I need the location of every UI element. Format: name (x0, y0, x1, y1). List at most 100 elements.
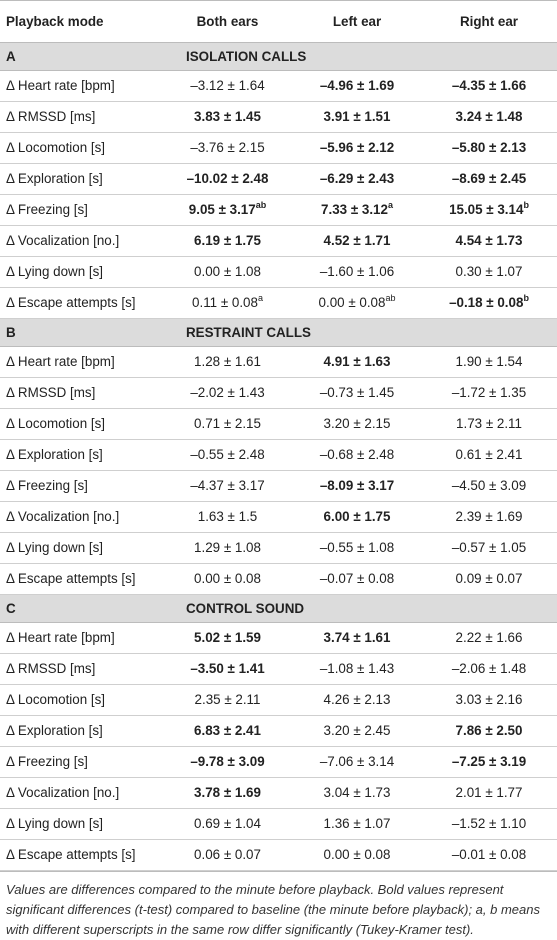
value-cell: 1.36 ± 1.07 (293, 808, 421, 840)
value-cell: –0.73 ± 1.45 (293, 377, 421, 409)
value-cell: –6.29 ± 2.43 (293, 163, 421, 195)
cell-value: 3.24 ± 1.48 (455, 109, 523, 124)
cell-value: 0.11 ± 0.08 (192, 295, 258, 310)
cell-value: 6.83 ± 2.41 (194, 723, 261, 738)
value-cell: –0.01 ± 0.08 (421, 839, 557, 871)
value-cell: 3.20 ± 2.45 (293, 715, 421, 747)
value-cell: 3.03 ± 2.16 (421, 684, 557, 716)
row-label: Δ Escape attempts [s] (0, 563, 162, 595)
cell-value: –0.18 ± 0.08 (449, 295, 524, 310)
row-label: Δ Freezing [s] (0, 194, 162, 226)
table-row: Δ Heart rate [bpm] –3.12 ± 1.64 –4.96 ± 1.… (0, 70, 557, 102)
value-cell: –0.57 ± 1.05 (421, 532, 557, 564)
cell-value: 4.26 ± 2.13 (323, 692, 391, 707)
value-cell: 6.19 ± 1.75 (162, 225, 293, 257)
value-cell: 2.35 ± 2.11 (162, 684, 293, 716)
cell-value: –0.55 ± 2.48 (190, 447, 265, 462)
cell-value: 0.00 ± 0.08 (194, 571, 261, 586)
cell-value: 1.28 ± 1.61 (194, 354, 261, 369)
value-cell: 4.54 ± 1.73 (421, 225, 557, 257)
value-cell: –4.35 ± 1.66 (421, 70, 557, 102)
value-cell: 9.05 ± 3.17ab (162, 194, 293, 226)
row-label: Δ RMSSD [ms] (0, 101, 162, 133)
cell-value: 2.01 ± 1.77 (455, 785, 523, 800)
cell-value: –1.60 ± 1.06 (319, 264, 395, 279)
cell-value: 1.29 ± 1.08 (194, 540, 261, 555)
table-row: Δ Locomotion [s] 2.35 ± 2.11 4.26 ± 2.13 3.… (0, 684, 557, 716)
cell-value: –6.29 ± 2.43 (319, 171, 395, 186)
value-cell: 0.00 ± 1.08 (162, 256, 293, 288)
value-cell: 3.74 ± 1.61 (293, 622, 421, 654)
value-cell: –4.96 ± 1.69 (293, 70, 421, 102)
cell-value: –4.37 ± 3.17 (190, 478, 265, 493)
cell-value: 3.04 ± 1.73 (323, 785, 391, 800)
row-label: Δ Heart rate [bpm] (0, 346, 162, 378)
cell-value: 0.00 ± 1.08 (194, 264, 261, 279)
cell-superscript: b (523, 292, 529, 303)
header-right-ear: Right ear (421, 0, 557, 43)
value-cell: –0.07 ± 0.08 (293, 563, 421, 595)
cell-value: –7.06 ± 3.14 (319, 754, 395, 769)
row-label: Δ Vocalization [no.] (0, 501, 162, 533)
cell-value: –2.02 ± 1.43 (190, 385, 265, 400)
row-label: Δ RMSSD [ms] (0, 377, 162, 409)
value-cell: –8.69 ± 2.45 (421, 163, 557, 195)
table-row: Δ Vocalization [no.] 3.78 ± 1.69 3.04 ± 1.… (0, 777, 557, 809)
cell-value: –4.50 ± 3.09 (451, 478, 527, 493)
value-cell: 0.61 ± 2.41 (421, 439, 557, 471)
cell-superscript: a (257, 292, 263, 303)
table-row: Δ Locomotion [s] 0.71 ± 2.15 3.20 ± 2.15 1.… (0, 408, 557, 440)
value-cell: 5.02 ± 1.59 (162, 622, 293, 654)
table-row: Δ Locomotion [s] –3.76 ± 2.15 –5.96 ± 2.12… (0, 132, 557, 164)
value-cell: –3.50 ± 1.41 (162, 653, 293, 685)
value-cell: –1.52 ± 1.10 (421, 808, 557, 840)
cell-value: –8.69 ± 2.45 (451, 171, 527, 186)
row-label: Δ Exploration [s] (0, 715, 162, 747)
cell-value: 1.90 ± 1.54 (455, 354, 523, 369)
value-cell: 0.69 ± 1.04 (162, 808, 293, 840)
value-cell: 0.09 ± 0.07 (421, 563, 557, 595)
value-cell: –10.02 ± 2.48 (162, 163, 293, 195)
cell-value: 0.30 ± 1.07 (455, 264, 523, 279)
value-cell: 0.00 ± 0.08 (162, 563, 293, 595)
value-cell: 3.91 ± 1.51 (293, 101, 421, 133)
cell-value: 2.22 ± 1.66 (455, 630, 523, 645)
table-row: Δ RMSSD [ms] –3.50 ± 1.41 –1.08 ± 1.43 –2.0… (0, 653, 557, 685)
cell-value: –10.02 ± 2.48 (186, 171, 269, 186)
table-row: Δ Exploration [s] –0.55 ± 2.48 –0.68 ± 2.4… (0, 439, 557, 471)
table-row: Δ Exploration [s] 6.83 ± 2.41 3.20 ± 2.45 7… (0, 715, 557, 747)
cell-value: 0.61 ± 2.41 (455, 447, 523, 462)
table-row: Δ Escape attempts [s] 0.00 ± 0.08 –0.07 ± … (0, 563, 557, 595)
cell-value: –3.76 ± 2.15 (190, 140, 265, 155)
value-cell: 6.83 ± 2.41 (162, 715, 293, 747)
table-row: Δ Lying down [s] 0.00 ± 1.08 –1.60 ± 1.06 0… (0, 256, 557, 288)
cell-superscript: ab (385, 292, 396, 303)
cell-value: –4.35 ± 1.66 (451, 78, 527, 93)
value-cell: 0.06 ± 0.07 (162, 839, 293, 871)
row-label: Δ Lying down [s] (0, 532, 162, 564)
table-footnote: Values are differences compared to the m… (0, 871, 557, 940)
cell-value: 5.02 ± 1.59 (194, 630, 261, 645)
value-cell: 3.83 ± 1.45 (162, 101, 293, 133)
section-letter: C (0, 594, 162, 623)
value-cell: 4.91 ± 1.63 (293, 346, 421, 378)
value-cell: –0.18 ± 0.08b (421, 287, 557, 319)
value-cell: 1.29 ± 1.08 (162, 532, 293, 564)
table-row: Δ RMSSD [ms] 3.83 ± 1.45 3.91 ± 1.51 3.24 ±… (0, 101, 557, 133)
cell-value: –0.73 ± 1.45 (319, 385, 395, 400)
value-cell: –4.50 ± 3.09 (421, 470, 557, 502)
row-label: Δ Escape attempts [s] (0, 287, 162, 319)
cell-value: 6.00 ± 1.75 (323, 509, 391, 524)
cell-value: –1.52 ± 1.10 (451, 816, 527, 831)
value-cell: 0.11 ± 0.08a (162, 287, 293, 319)
row-label: Δ Locomotion [s] (0, 132, 162, 164)
value-cell: –4.37 ± 3.17 (162, 470, 293, 502)
value-cell: 0.71 ± 2.15 (162, 408, 293, 440)
value-cell: –1.08 ± 1.43 (293, 653, 421, 685)
cell-value: 0.71 ± 2.15 (194, 416, 261, 431)
cell-value: 9.05 ± 3.17 (188, 202, 256, 217)
value-cell: –0.55 ± 1.08 (293, 532, 421, 564)
value-cell: 1.73 ± 2.11 (421, 408, 557, 440)
value-cell: –1.72 ± 1.35 (421, 377, 557, 409)
value-cell: 3.04 ± 1.73 (293, 777, 421, 809)
